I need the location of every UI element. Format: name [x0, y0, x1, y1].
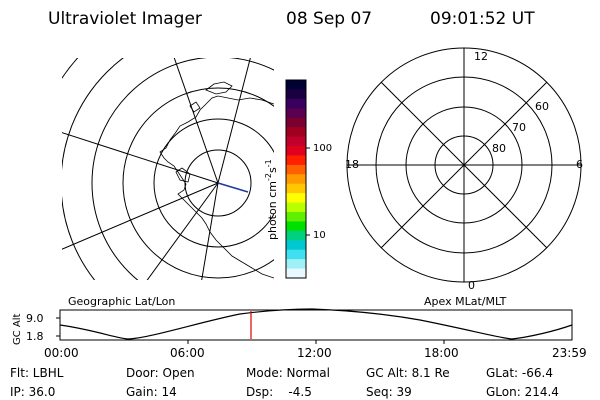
alt-x-tick-label: 00:00 [44, 346, 79, 360]
colorbar-band [286, 164, 306, 175]
alt-x-tick-label: 12:00 [297, 346, 332, 360]
colorbar-band [286, 249, 306, 260]
status-filter: Flt: LBHL [10, 366, 64, 380]
geo-panel-label: Geographic Lat/Lon [68, 295, 175, 308]
colorbar-band [286, 127, 306, 138]
colorbar-band [286, 80, 306, 91]
colorbar-band [286, 221, 306, 232]
mlt-meridian [380, 81, 548, 249]
instrument-title: Ultraviolet Imager [48, 9, 202, 29]
colorbar-tick-label: 10 [313, 230, 326, 241]
colorbar-band [286, 89, 306, 100]
geo-lon-line [62, 132, 219, 184]
colorbar-band [286, 174, 306, 185]
geographic-map [62, 58, 274, 280]
status-ip: IP: 36.0 [10, 385, 55, 399]
alt-y-tick-label: 1.8 [26, 330, 44, 343]
colorbar-band [286, 183, 306, 194]
alt-y-tick-label: 9.0 [26, 312, 44, 325]
mlt-label-0: 0 [468, 279, 475, 292]
alt-x-tick-label: 23:59 [552, 346, 587, 360]
colorbar-unit-label: photon cm-2s-1 [264, 159, 279, 240]
mlt-label-12: 12 [474, 50, 488, 63]
status-door: Door: Open [126, 366, 195, 380]
observation-time: 09:01:52 UT [430, 9, 535, 29]
alt-x-tick-label: 06:00 [170, 346, 205, 360]
mlt-label-18: 18 [345, 158, 359, 171]
polar-panel-label: Apex MLat/MLT [424, 295, 507, 308]
geo-lon-line [217, 58, 251, 184]
coastline-island [175, 167, 191, 183]
coastline-island [189, 101, 201, 113]
observation-date: 08 Sep 07 [286, 9, 372, 29]
colorbar-frame [285, 79, 307, 279]
altitude-curve [59, 308, 573, 340]
colorbar-band [286, 117, 306, 128]
colorbar-band [286, 268, 306, 279]
colorbar-tick-label: 100 [313, 143, 332, 154]
colorbar-band [286, 155, 306, 166]
alt-axis-label: GC Alt [12, 313, 23, 345]
status-mode: Mode: Normal [246, 366, 330, 380]
colorbar-band [286, 230, 306, 241]
geo-lon-line [146, 182, 219, 280]
geo-lat-circle [153, 118, 274, 248]
colorbar-band [286, 146, 306, 157]
geo-lon-line [62, 182, 219, 250]
coastline [159, 95, 274, 279]
alt-x-tick-label: 18:00 [424, 346, 459, 360]
status-glat: GLat: -66.4 [486, 366, 553, 380]
geo-lon-line [201, 182, 219, 280]
colorbar-band [286, 212, 306, 223]
status-seq: Seq: 39 [366, 385, 412, 399]
magnetic-polar-grid [346, 47, 582, 283]
status-dsp: Dsp: -4.5 [246, 385, 312, 399]
mlat-label-60: 60 [535, 100, 549, 113]
status-gc-alt: GC Alt: 8.1 Re [366, 366, 450, 380]
colorbar-band [286, 108, 306, 119]
status-glon: GLon: 214.4 [486, 385, 559, 399]
colorbar-band [286, 240, 306, 251]
colorbar-band [286, 98, 306, 109]
colorbar-band [286, 136, 306, 147]
colorbar-band [286, 202, 306, 213]
colorbar-band [286, 259, 306, 270]
mlat-label-80: 80 [492, 142, 506, 155]
geo-lat-circle [122, 87, 274, 279]
coastline-island [205, 81, 233, 95]
geo-lat-circle [91, 58, 274, 280]
mlat-label-70: 70 [512, 121, 526, 134]
status-gain: Gain: 14 [126, 385, 177, 399]
intensity-colorbar [286, 80, 306, 279]
mlt-label-6: 6 [576, 158, 583, 171]
colorbar-band [286, 193, 306, 204]
geo-lon-line [173, 58, 219, 184]
geo-direction-marker [217, 182, 249, 193]
